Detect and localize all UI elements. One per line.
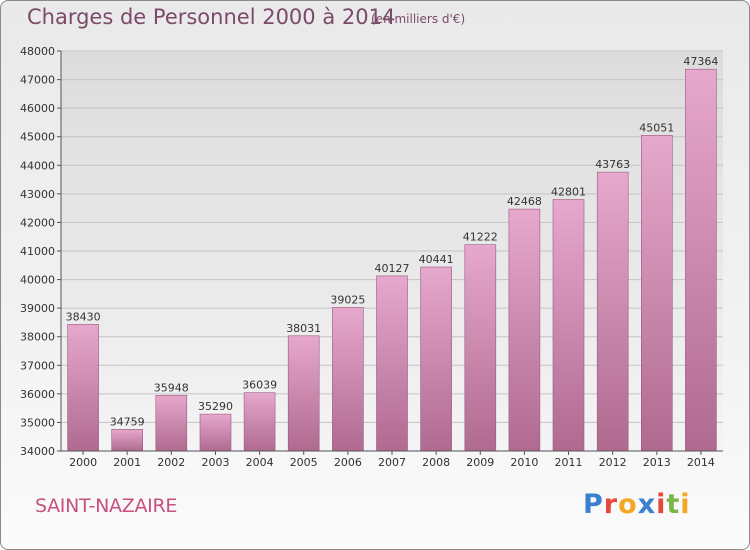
bar-2005: [287, 335, 320, 452]
logo-letter: x: [637, 489, 657, 520]
x-tick-label-2003: 2003: [202, 456, 230, 469]
x-tick-label-2007: 2007: [378, 456, 406, 469]
x-tick-label-2008: 2008: [422, 456, 450, 469]
logo-letter: i: [656, 489, 667, 520]
bar-2006: [332, 307, 364, 452]
value-label-2002: 35948: [154, 381, 189, 394]
chart-subtitle: (en milliers d'€): [371, 12, 466, 26]
bar-2001: [111, 428, 143, 452]
x-tick-label-2013: 2013: [643, 456, 671, 469]
y-tick-label: 42000: [20, 216, 55, 229]
x-tick-label-2002: 2002: [157, 456, 185, 469]
proxiti-logo: Proxiti: [583, 489, 691, 520]
y-tick-label: 39000: [20, 302, 55, 315]
x-tick-label-2014: 2014: [687, 456, 715, 469]
y-tick-label: 41000: [20, 245, 55, 258]
bar-2003: [199, 413, 232, 452]
x-tick-label-2011: 2011: [555, 456, 583, 469]
value-label-2005: 38031: [286, 322, 321, 335]
bar-2008: [420, 266, 452, 452]
y-tick-label: 36000: [20, 388, 55, 401]
value-label-2013: 45051: [639, 121, 674, 134]
y-tick-label: 43000: [20, 188, 55, 201]
bar-2013: [640, 135, 673, 452]
y-tick-label: 40000: [20, 274, 55, 287]
value-label-2001: 34759: [110, 415, 145, 428]
x-tick-label-2004: 2004: [246, 456, 274, 469]
value-label-2014: 47364: [683, 55, 718, 68]
bar-2002: [155, 394, 188, 452]
value-label-2004: 36039: [242, 379, 277, 392]
bar-2000: [67, 324, 99, 452]
logo-letter: i: [680, 489, 691, 520]
x-tick-label-2005: 2005: [290, 456, 318, 469]
logo-letter: t: [666, 489, 681, 520]
value-label-2007: 40127: [375, 262, 410, 275]
y-tick-label: 35000: [20, 416, 55, 429]
bar-2012: [596, 171, 629, 452]
y-tick-label: 38000: [20, 331, 55, 344]
y-tick-label: 45000: [20, 131, 55, 144]
logo-letter: o: [618, 489, 638, 520]
x-tick-label-2012: 2012: [599, 456, 627, 469]
x-tick-label-2001: 2001: [113, 456, 141, 469]
x-tick-label-2006: 2006: [334, 456, 362, 469]
bar-2007: [376, 275, 408, 452]
value-label-2011: 42801: [551, 186, 586, 199]
y-tick-label: 34000: [20, 445, 55, 458]
value-label-2000: 38430: [66, 310, 101, 323]
x-tick-label-2009: 2009: [466, 456, 494, 469]
x-tick-label-2000: 2000: [69, 456, 97, 469]
logo-letter: P: [583, 489, 604, 520]
y-tick-label: 47000: [20, 74, 55, 87]
y-tick-label: 46000: [20, 102, 55, 115]
x-tick-label-2010: 2010: [510, 456, 538, 469]
bar-2004: [243, 392, 276, 452]
place-name: SAINT-NAZAIRE: [35, 495, 178, 517]
value-label-2006: 39025: [330, 293, 365, 306]
bar-2009: [464, 244, 497, 452]
bar-2010: [508, 208, 541, 452]
y-tick-label: 44000: [20, 159, 55, 172]
value-label-2012: 43763: [595, 158, 630, 171]
logo-letter: r: [603, 489, 619, 520]
y-tick-label: 48000: [20, 45, 55, 58]
value-label-2003: 35290: [198, 400, 233, 413]
value-label-2010: 42468: [507, 195, 542, 208]
bar-2014: [685, 68, 717, 452]
value-label-2008: 40441: [419, 253, 454, 266]
chart-title: Charges de Personnel 2000 à 2014: [27, 5, 396, 29]
y-tick-label: 37000: [20, 359, 55, 372]
value-label-2009: 41222: [463, 231, 498, 244]
bar-2011: [552, 199, 585, 452]
